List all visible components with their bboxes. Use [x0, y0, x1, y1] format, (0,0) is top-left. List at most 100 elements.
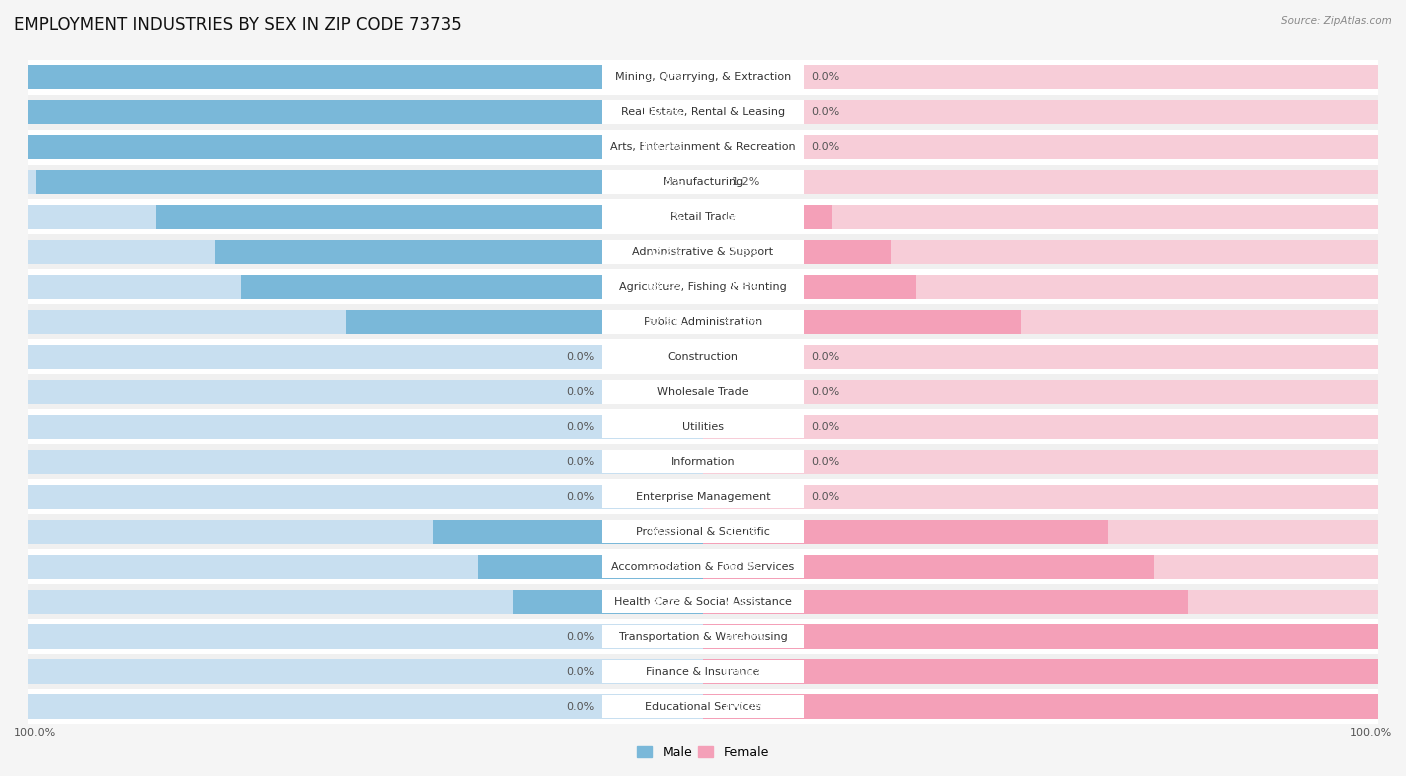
- Bar: [478, 555, 703, 579]
- Bar: [703, 275, 1378, 300]
- Bar: [28, 95, 1378, 130]
- Text: 0.0%: 0.0%: [567, 632, 595, 642]
- Bar: [703, 65, 1378, 89]
- Bar: [703, 484, 1378, 509]
- Bar: [28, 60, 1378, 95]
- Bar: [602, 275, 804, 299]
- Text: 33.3%: 33.3%: [648, 562, 683, 572]
- Bar: [28, 65, 703, 89]
- Bar: [602, 206, 804, 229]
- Text: Finance & Insurance: Finance & Insurance: [647, 667, 759, 677]
- Bar: [28, 520, 703, 544]
- Bar: [28, 660, 703, 684]
- Bar: [28, 480, 1378, 514]
- Bar: [703, 555, 1378, 579]
- Bar: [703, 520, 1108, 544]
- Bar: [703, 379, 1378, 404]
- Text: Real Estate, Rental & Leasing: Real Estate, Rental & Leasing: [621, 107, 785, 117]
- Bar: [602, 520, 804, 543]
- Bar: [28, 414, 703, 439]
- Text: 100.0%: 100.0%: [723, 667, 765, 677]
- Bar: [28, 625, 703, 649]
- Bar: [602, 241, 804, 264]
- Text: Enterprise Management: Enterprise Management: [636, 492, 770, 502]
- Text: 0.0%: 0.0%: [811, 142, 839, 152]
- Bar: [28, 165, 1378, 199]
- Bar: [28, 269, 1378, 304]
- Bar: [35, 170, 703, 194]
- Bar: [28, 100, 703, 124]
- Text: 60.0%: 60.0%: [723, 527, 758, 537]
- Bar: [703, 555, 1153, 579]
- Bar: [28, 549, 1378, 584]
- Text: Information: Information: [671, 457, 735, 467]
- Bar: [703, 205, 832, 229]
- Bar: [703, 414, 1378, 439]
- Bar: [703, 345, 1378, 369]
- Bar: [703, 135, 1378, 159]
- Text: Accommodation & Food Services: Accommodation & Food Services: [612, 562, 794, 572]
- Bar: [28, 275, 703, 300]
- Text: 0.0%: 0.0%: [811, 422, 839, 432]
- Text: 0.0%: 0.0%: [811, 457, 839, 467]
- Bar: [28, 65, 703, 89]
- Text: 0.0%: 0.0%: [811, 72, 839, 82]
- Bar: [28, 240, 703, 264]
- Text: 0.0%: 0.0%: [567, 702, 595, 712]
- Bar: [28, 584, 1378, 619]
- Bar: [602, 660, 804, 684]
- Text: Source: ZipAtlas.com: Source: ZipAtlas.com: [1281, 16, 1392, 26]
- Bar: [602, 555, 804, 578]
- Bar: [156, 205, 703, 229]
- Text: Retail Trade: Retail Trade: [671, 212, 735, 222]
- Legend: Male, Female: Male, Female: [633, 741, 773, 764]
- Text: Manufacturing: Manufacturing: [662, 177, 744, 187]
- Text: 81.0%: 81.0%: [647, 212, 683, 222]
- Text: Utilities: Utilities: [682, 422, 724, 432]
- Bar: [703, 625, 1378, 649]
- Text: 1.2%: 1.2%: [731, 177, 759, 187]
- Text: 66.7%: 66.7%: [723, 562, 759, 572]
- Text: 0.0%: 0.0%: [567, 352, 595, 362]
- Bar: [703, 520, 1378, 544]
- Bar: [28, 205, 703, 229]
- Text: 100.0%: 100.0%: [723, 702, 765, 712]
- Text: 0.0%: 0.0%: [811, 492, 839, 502]
- Bar: [28, 695, 703, 719]
- Text: 0.0%: 0.0%: [811, 107, 839, 117]
- Bar: [703, 170, 711, 194]
- Bar: [703, 170, 1378, 194]
- Text: 71.8%: 71.8%: [723, 597, 759, 607]
- Bar: [703, 240, 1378, 264]
- Text: Arts, Entertainment & Recreation: Arts, Entertainment & Recreation: [610, 142, 796, 152]
- Text: 100.0%: 100.0%: [641, 107, 683, 117]
- Bar: [602, 415, 804, 438]
- Text: 98.8%: 98.8%: [647, 177, 683, 187]
- Text: 0.0%: 0.0%: [567, 387, 595, 397]
- Bar: [28, 654, 1378, 689]
- Text: Administrative & Support: Administrative & Support: [633, 247, 773, 257]
- Text: Wholesale Trade: Wholesale Trade: [657, 387, 749, 397]
- Bar: [28, 199, 1378, 234]
- Bar: [703, 660, 1378, 684]
- Bar: [703, 590, 1378, 614]
- Text: 28.2%: 28.2%: [647, 597, 683, 607]
- Text: 72.2%: 72.2%: [647, 247, 683, 257]
- Bar: [703, 625, 1378, 649]
- Bar: [28, 234, 1378, 269]
- Bar: [28, 304, 1378, 339]
- Text: Transportation & Warehousing: Transportation & Warehousing: [619, 632, 787, 642]
- Text: 52.9%: 52.9%: [647, 317, 683, 327]
- Bar: [28, 590, 703, 614]
- Bar: [602, 171, 804, 194]
- Bar: [28, 374, 1378, 410]
- Bar: [28, 130, 1378, 165]
- Bar: [28, 445, 1378, 480]
- Bar: [703, 449, 1378, 474]
- Text: EMPLOYMENT INDUSTRIES BY SEX IN ZIP CODE 73735: EMPLOYMENT INDUSTRIES BY SEX IN ZIP CODE…: [14, 16, 461, 33]
- Text: 31.6%: 31.6%: [723, 282, 758, 292]
- Bar: [602, 625, 804, 649]
- Text: 0.0%: 0.0%: [567, 457, 595, 467]
- Text: 100.0%: 100.0%: [723, 632, 765, 642]
- Bar: [28, 135, 703, 159]
